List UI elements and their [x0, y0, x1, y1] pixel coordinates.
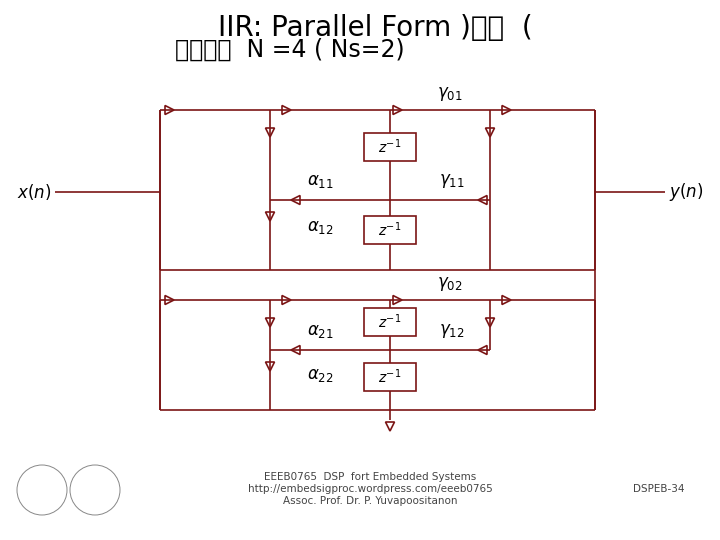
Bar — [364, 308, 416, 336]
Text: $\gamma_{01}$: $\gamma_{01}$ — [437, 85, 463, 103]
Text: $x(n)$: $x(n)$ — [17, 182, 51, 202]
Text: กรณี  N =4 ( Ns=2): กรณี N =4 ( Ns=2) — [175, 38, 405, 62]
Bar — [364, 363, 416, 391]
Text: $z^{-1}$: $z^{-1}$ — [378, 221, 402, 239]
Text: $z^{-1}$: $z^{-1}$ — [378, 368, 402, 386]
Text: EEEB0765  DSP  fort Embedded Systems: EEEB0765 DSP fort Embedded Systems — [264, 472, 476, 482]
Text: $\gamma_{12}$: $\gamma_{12}$ — [439, 322, 464, 340]
Text: $\alpha_{21}$: $\alpha_{21}$ — [307, 323, 333, 340]
Text: $y(n)$: $y(n)$ — [669, 181, 703, 203]
Text: $\alpha_{22}$: $\alpha_{22}$ — [307, 367, 333, 383]
Text: DSPEB-34: DSPEB-34 — [634, 484, 685, 494]
Text: $\gamma_{11}$: $\gamma_{11}$ — [439, 172, 465, 190]
Text: $\gamma_{02}$: $\gamma_{02}$ — [437, 275, 463, 293]
Bar — [364, 216, 416, 244]
Bar — [364, 133, 416, 161]
Text: $\alpha_{12}$: $\alpha_{12}$ — [307, 219, 333, 235]
Text: $z^{-1}$: $z^{-1}$ — [378, 313, 402, 332]
Text: $z^{-1}$: $z^{-1}$ — [378, 138, 402, 156]
Text: Assoc. Prof. Dr. P. Yuvapoositanon: Assoc. Prof. Dr. P. Yuvapoositanon — [283, 496, 457, 506]
Text: IIR: Parallel Form )ตอ  (: IIR: Parallel Form )ตอ ( — [217, 14, 532, 42]
Text: $\alpha_{11}$: $\alpha_{11}$ — [307, 173, 333, 190]
Text: http://embedsigproc.wordpress.com/eeeb0765: http://embedsigproc.wordpress.com/eeeb07… — [248, 484, 492, 494]
